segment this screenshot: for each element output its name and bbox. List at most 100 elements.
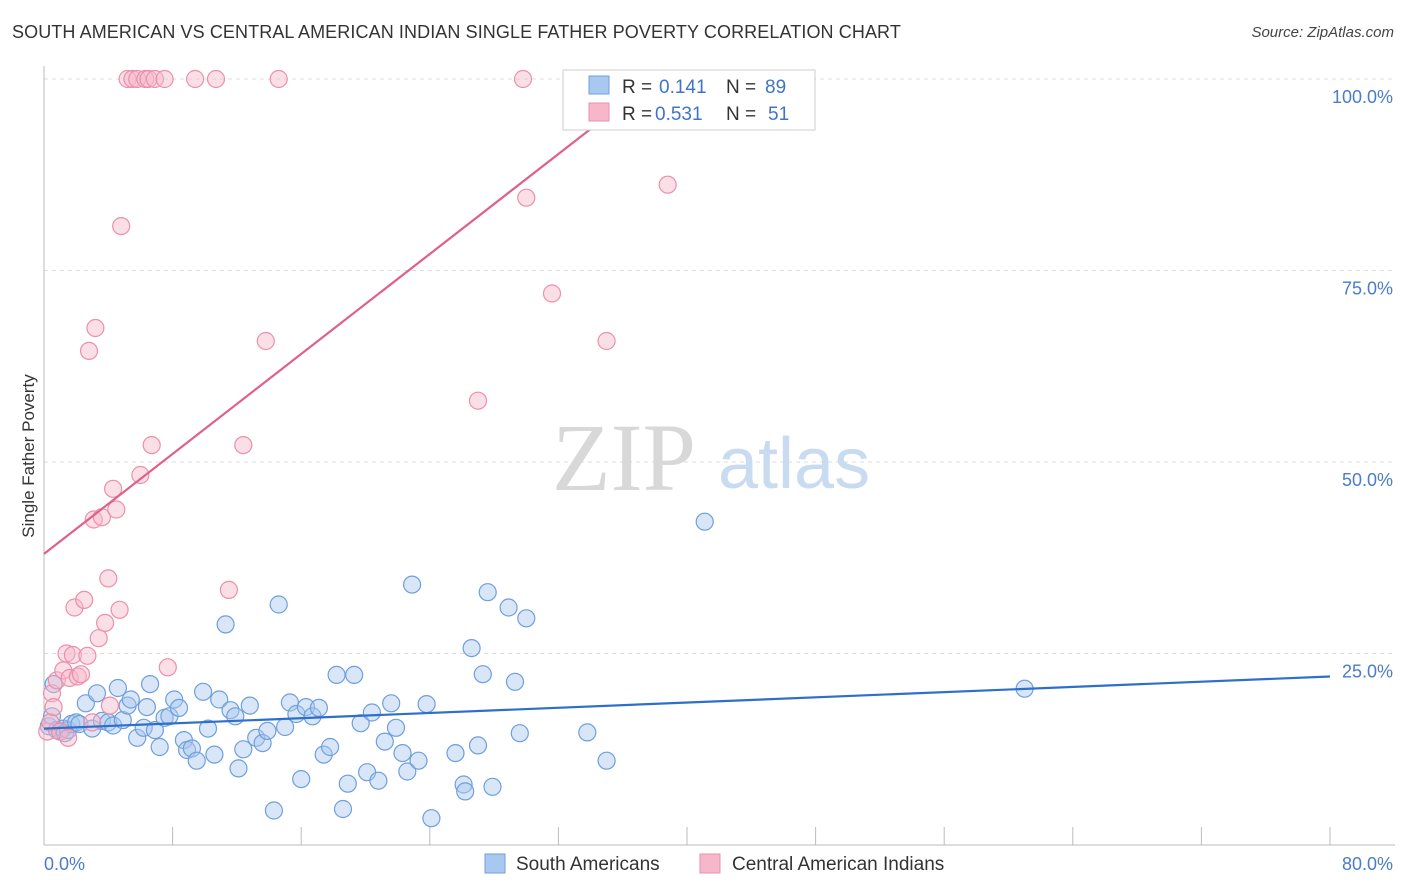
south-american-point-85 [505, 672, 525, 691]
south-american-point-60 [333, 799, 353, 819]
y-tick-labels: 100.0% 75.0% 50.0% 25.0% [1332, 87, 1393, 682]
gridlines [44, 78, 1395, 654]
south-american-point-87 [517, 609, 536, 628]
central-american-indian-point-14 [75, 590, 94, 610]
bottom-legend-label-2: Central American Indians [732, 854, 944, 875]
central-american-indian-point-27 [110, 600, 129, 619]
watermark: ZIP atlas [552, 404, 870, 511]
south-american-point-59 [327, 665, 346, 685]
south-american-point-57 [314, 745, 333, 764]
legend-r-label-1: R = [622, 77, 652, 98]
south-american-point-24 [141, 674, 160, 694]
central-american-indian-point-46 [513, 69, 533, 89]
south-american-point-77 [454, 775, 473, 794]
legend-r-value-2: 0.531 [655, 104, 703, 125]
central-american-indian-point-47 [517, 188, 536, 207]
data-points [38, 69, 1034, 828]
south-american-point-42 [229, 759, 248, 778]
central-american-indian-point-28 [112, 217, 131, 236]
south-american-point-41 [226, 707, 245, 726]
south-american-point-20 [121, 690, 140, 709]
south-american-point-13 [87, 684, 107, 703]
central-american-indian-point-15 [78, 646, 97, 665]
bottom-legend: South Americans Central American Indians [484, 853, 944, 875]
bottom-legend-swatch-pink [699, 853, 721, 874]
central-american-indian-point-37 [155, 69, 174, 89]
central-american-indian-point-40 [206, 69, 226, 89]
central-american-indian-point-19 [86, 318, 105, 338]
legend-swatch-pink [588, 102, 610, 122]
south-american-point-40 [221, 701, 240, 720]
central-american-indian-point-20 [89, 629, 108, 648]
legend-n-value-1: 89 [765, 77, 786, 98]
south-american-point-66 [369, 771, 388, 790]
y-tick-label-1: 75.0% [1342, 279, 1393, 299]
central-american-indian-point-45 [468, 391, 488, 410]
bottom-legend-swatch-blue [484, 853, 506, 874]
central-american-indian-point-50 [597, 331, 616, 351]
central-american-indian-point-34 [139, 69, 158, 89]
south-american-point-34 [187, 751, 206, 770]
watermark-atlas: atlas [718, 424, 870, 504]
central-american-indian-point-51 [658, 175, 677, 194]
south-american-point-17 [108, 678, 128, 698]
legend-r-label-2: R = [622, 104, 652, 125]
south-american-point-78 [456, 782, 475, 801]
south-american-point-81 [473, 665, 492, 684]
legend-box: R = 0.141 N = 89 R = 0.531 N = 51 [562, 69, 816, 131]
central-american-indian-point-38 [158, 658, 177, 677]
south-american-point-54 [296, 697, 316, 717]
south-american-point-29 [165, 690, 184, 709]
central-american-indian-point-25 [103, 479, 123, 498]
south-american-point-89 [597, 751, 616, 770]
y-tick-label-3: 25.0% [1342, 662, 1393, 682]
south-american-point-44 [240, 696, 259, 715]
south-american-point-47 [258, 721, 277, 741]
central-american-indian-point-10 [63, 645, 83, 665]
watermark-zip: ZIP [552, 404, 696, 511]
central-american-indian-point-32 [131, 465, 150, 485]
central-american-indian-point-13 [71, 665, 91, 684]
south-american-point-62 [345, 665, 364, 685]
south-american-point-53 [292, 769, 311, 789]
south-american-point-74 [417, 694, 436, 714]
central-american-indian-point-11 [65, 598, 84, 617]
legend-swatch-blue [588, 75, 610, 95]
central-american-indian-point-8 [58, 728, 78, 747]
south-american-point-26 [150, 737, 169, 757]
central-american-indian-point-23 [99, 569, 118, 588]
south-american-point-75 [422, 809, 441, 828]
south-american-point-23 [137, 697, 156, 717]
south-american-point-90 [695, 512, 714, 531]
south-american-point-76 [446, 743, 465, 763]
south-american-point-36 [198, 719, 218, 738]
legend-n-value-2: 51 [768, 104, 789, 125]
south-american-point-58 [321, 737, 340, 757]
south-american-point-21 [128, 728, 147, 747]
south-american-point-48 [264, 801, 283, 820]
central-american-indian-point-12 [68, 667, 87, 686]
south-american-point-39 [216, 615, 235, 634]
south-american-point-43 [234, 740, 253, 759]
central-american-indian-point-22 [95, 613, 115, 633]
central-american-indian-point-35 [142, 436, 161, 455]
south-american-point-73 [409, 751, 428, 770]
central-american-indian-point-17 [83, 713, 102, 732]
central-american-indian-point-3 [44, 697, 63, 717]
legend-n-label-2: N = [726, 104, 756, 125]
trend-line-south-americans [43, 675, 1331, 730]
south-american-point-37 [205, 745, 224, 764]
y-axis-label: Single Father Poverty [19, 374, 38, 538]
south-american-point-79 [462, 638, 481, 658]
south-american-point-49 [269, 595, 288, 614]
central-american-indian-point-43 [256, 331, 275, 351]
south-american-point-30 [169, 698, 189, 718]
central-american-indian-point-30 [123, 69, 142, 89]
trend-line-central-american-indians [43, 78, 656, 555]
central-american-indian-point-1 [41, 713, 60, 732]
x-tick-label-1: 80.0% [1342, 854, 1393, 874]
legend-r-value-1: 0.141 [659, 77, 707, 98]
bottom-legend-label-1: South Americans [516, 854, 660, 875]
south-american-point-65 [362, 703, 381, 722]
south-american-point-86 [510, 724, 529, 743]
